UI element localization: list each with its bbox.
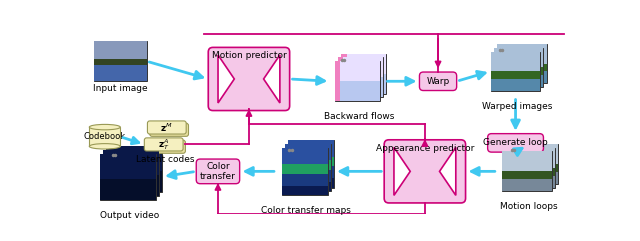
Bar [338, 57, 344, 97]
Bar [103, 175, 159, 196]
FancyBboxPatch shape [488, 134, 543, 152]
FancyBboxPatch shape [90, 127, 120, 146]
Bar [100, 179, 156, 200]
Bar [94, 41, 147, 81]
Bar [288, 156, 334, 166]
Bar [282, 147, 328, 164]
Text: Motion predictor: Motion predictor [212, 51, 286, 60]
Bar [497, 71, 547, 83]
Bar [103, 150, 159, 175]
Bar [509, 144, 558, 184]
Text: Color
transfer: Color transfer [200, 162, 236, 181]
Text: Warped images: Warped images [482, 102, 552, 111]
Bar [502, 171, 552, 179]
Bar [106, 146, 162, 171]
Bar [497, 44, 547, 83]
Bar [497, 64, 547, 71]
Bar [282, 164, 328, 174]
Text: Generate loop: Generate loop [483, 138, 548, 147]
FancyBboxPatch shape [208, 47, 290, 111]
Bar [502, 179, 552, 191]
Bar [335, 61, 380, 81]
Bar [506, 147, 555, 167]
Text: Color transfer maps: Color transfer maps [261, 206, 351, 215]
Bar [335, 81, 380, 101]
Text: $\mathbf{z}^A_T$: $\mathbf{z}^A_T$ [158, 137, 170, 152]
Bar [491, 52, 540, 91]
FancyBboxPatch shape [419, 72, 457, 91]
Bar [506, 147, 555, 187]
Text: Output video: Output video [100, 211, 159, 220]
Bar [341, 54, 347, 94]
Bar [338, 57, 383, 97]
Bar [282, 147, 328, 195]
Bar [509, 144, 558, 164]
FancyBboxPatch shape [147, 140, 186, 153]
Bar [494, 48, 543, 67]
Bar [94, 41, 147, 59]
Text: Backward flows: Backward flows [324, 112, 394, 121]
Bar [285, 144, 331, 160]
Text: Codebook: Codebook [84, 132, 126, 141]
Bar [285, 144, 331, 191]
Bar [100, 154, 156, 200]
Bar [106, 171, 162, 192]
Bar [335, 61, 380, 101]
Bar [494, 75, 543, 87]
Bar [509, 164, 558, 172]
Ellipse shape [90, 144, 120, 149]
Bar [491, 52, 540, 71]
Bar [103, 150, 159, 196]
Polygon shape [218, 55, 234, 103]
Bar [106, 146, 162, 192]
Bar [341, 74, 386, 94]
Polygon shape [264, 55, 280, 103]
Polygon shape [440, 147, 456, 195]
Bar [288, 140, 334, 156]
Bar [288, 140, 334, 187]
Bar [94, 65, 147, 81]
Bar [341, 54, 386, 94]
Text: Input image: Input image [93, 84, 148, 93]
Bar [506, 167, 555, 175]
Bar [494, 48, 543, 87]
Bar [288, 178, 334, 187]
Text: Latent codes: Latent codes [136, 155, 195, 164]
Bar [288, 166, 334, 178]
Bar [285, 182, 331, 191]
Bar [338, 77, 383, 97]
FancyBboxPatch shape [196, 159, 239, 184]
Bar [285, 170, 331, 182]
Bar [502, 151, 552, 191]
Bar [494, 67, 543, 75]
Bar [491, 79, 540, 91]
Text: Warp: Warp [426, 77, 450, 86]
Bar [338, 57, 383, 77]
FancyBboxPatch shape [384, 140, 465, 203]
Bar [94, 59, 147, 65]
Bar [506, 175, 555, 187]
Bar [502, 151, 552, 171]
Bar [100, 154, 156, 179]
Bar [335, 61, 340, 101]
Ellipse shape [90, 124, 120, 130]
Text: Motion loops: Motion loops [500, 202, 557, 211]
Text: Appearance predictor: Appearance predictor [376, 144, 474, 153]
Text: $\mathbf{z}^M$: $\mathbf{z}^M$ [161, 121, 173, 134]
Bar [285, 160, 331, 170]
FancyBboxPatch shape [147, 121, 186, 134]
Bar [497, 44, 547, 64]
FancyBboxPatch shape [150, 123, 189, 136]
Bar [282, 186, 328, 195]
FancyBboxPatch shape [145, 138, 183, 151]
Bar [341, 54, 386, 74]
Bar [509, 172, 558, 184]
Polygon shape [394, 147, 410, 195]
Bar [491, 71, 540, 79]
Bar [282, 174, 328, 186]
